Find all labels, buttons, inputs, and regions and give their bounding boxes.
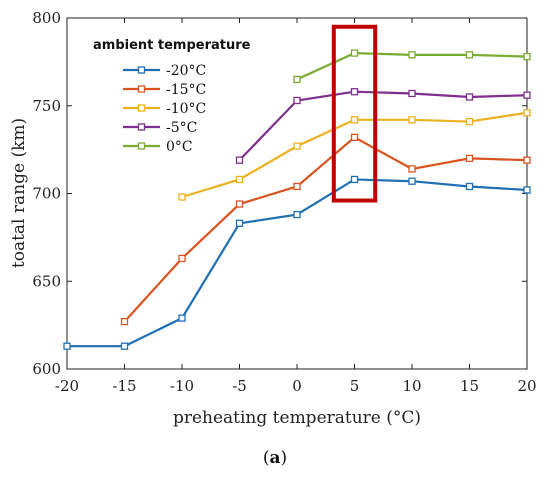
x-tick-label: -20	[55, 377, 79, 395]
y-tick-label: 750	[32, 97, 61, 115]
data-point	[293, 96, 301, 105]
data-point	[235, 200, 244, 208]
data-point	[235, 219, 244, 227]
tick-labels: -20 -15 -10 -5 0 5 10 15 20 600 650 700 750 800	[32, 9, 536, 395]
legend-label: -5°C	[166, 120, 197, 136]
legend-label: -10°C	[166, 101, 206, 117]
y-tick-label: 650	[32, 272, 61, 290]
legend-marker	[137, 85, 146, 93]
y-tick-label: 600	[32, 360, 61, 378]
data-point	[178, 193, 186, 201]
legend-item: -5°C	[123, 120, 197, 136]
data-point	[523, 156, 531, 164]
data-point	[350, 88, 359, 96]
x-tick-label: 5	[350, 377, 360, 395]
legend-marker	[137, 104, 146, 112]
legend-title: ambient temperature	[93, 38, 251, 53]
legend: ambient temperature -20°C -15°C -10°C -5°C 0…	[93, 38, 251, 155]
x-tick-label: -15	[112, 377, 136, 395]
data-point	[178, 254, 186, 263]
x-tick-label: 15	[460, 377, 479, 395]
legend-marker	[137, 123, 146, 131]
y-tick-label: 700	[32, 185, 61, 203]
data-point	[293, 210, 301, 219]
series-line	[123, 136, 528, 323]
data-point	[293, 142, 301, 150]
data-point	[523, 186, 531, 194]
data-point	[465, 154, 474, 163]
series-line	[238, 90, 528, 161]
data-point	[465, 182, 474, 191]
data-point	[408, 116, 416, 124]
series-2	[178, 109, 531, 201]
legend-label: -15°C	[166, 82, 206, 98]
legend-item: -15°C	[123, 82, 206, 98]
data-point	[523, 109, 531, 117]
data-point	[408, 165, 416, 173]
legend-item: -10°C	[123, 101, 206, 117]
x-tick-label: -10	[170, 377, 194, 395]
highlight-box	[331, 24, 378, 203]
legend-marker	[137, 66, 146, 74]
data-point	[408, 51, 416, 59]
legend-label: -20°C	[166, 63, 206, 79]
series-3	[235, 88, 531, 164]
x-tick-label: -5	[232, 377, 247, 395]
x-tick-label: 0	[292, 377, 302, 395]
data-point	[235, 156, 244, 164]
data-point	[523, 52, 531, 61]
x-axis-label: preheating temperature (°C)	[173, 408, 421, 428]
data-point	[350, 133, 359, 141]
y-axis-label: toatal range (km)	[9, 118, 29, 268]
data-point	[350, 175, 359, 184]
data-point	[293, 75, 301, 84]
data-point	[350, 49, 359, 57]
legend-item: -20°C	[123, 63, 206, 79]
data-point	[120, 342, 129, 350]
series-4	[293, 49, 531, 84]
data-point	[465, 51, 474, 59]
series-lines	[63, 49, 531, 350]
data-point	[235, 175, 244, 184]
data-point	[178, 314, 186, 322]
data-point	[293, 182, 301, 191]
data-point	[408, 177, 416, 185]
data-point	[465, 93, 474, 101]
series-line	[67, 178, 528, 348]
x-tick-label: 20	[517, 377, 536, 395]
caption-label: a	[269, 448, 281, 468]
legend-label: 0°C	[166, 139, 193, 155]
series-1	[120, 133, 531, 326]
x-tick-label: 10	[402, 377, 421, 395]
legend-item: 0°C	[123, 139, 193, 155]
data-point	[350, 116, 359, 124]
series-line	[181, 111, 528, 199]
data-point	[120, 317, 129, 326]
data-point	[408, 89, 416, 98]
figure-caption: (a)	[262, 448, 288, 468]
data-point	[465, 117, 474, 126]
y-tick-label: 800	[32, 9, 61, 27]
legend-marker	[137, 142, 146, 150]
series-0	[63, 175, 531, 350]
data-point	[523, 91, 531, 99]
data-point	[63, 342, 71, 350]
